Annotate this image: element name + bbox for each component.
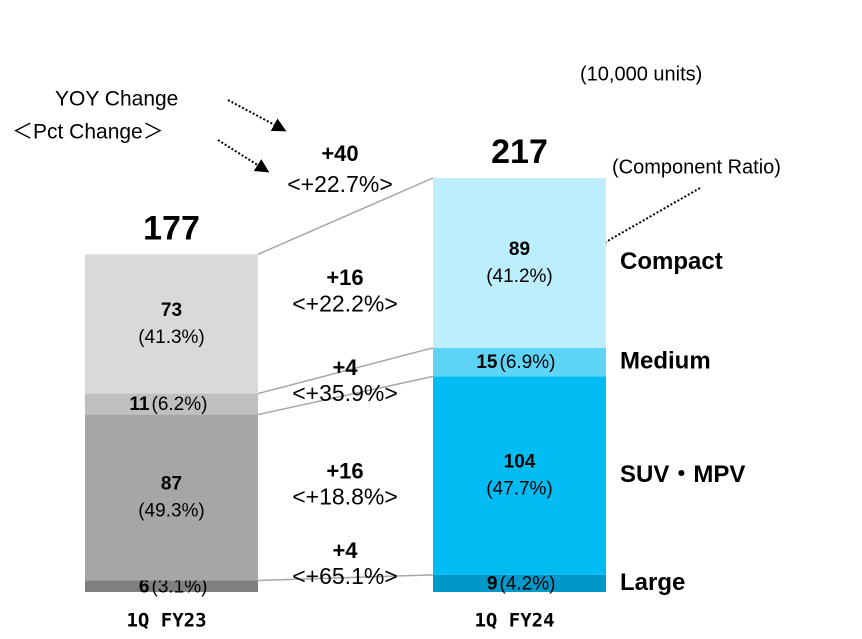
pct-change-label: <+22.2%> bbox=[292, 291, 398, 317]
bar-segment bbox=[85, 580, 258, 592]
unit-label: (10,000 units) bbox=[580, 63, 702, 85]
ratio-label: (47.7%) bbox=[486, 479, 553, 500]
value-label: 11 bbox=[129, 394, 150, 415]
change-label: +4 bbox=[332, 538, 358, 563]
ratio-label: (4.2%) bbox=[500, 573, 556, 594]
annotation: YOY Change bbox=[55, 88, 178, 111]
value-label: 15 bbox=[476, 352, 498, 373]
bar-segment bbox=[433, 178, 606, 348]
pct-change-label: <+35.9%> bbox=[292, 380, 398, 406]
value-label: 87 bbox=[161, 474, 182, 495]
series-name: Medium bbox=[620, 347, 711, 374]
change-label: +16 bbox=[326, 458, 363, 483]
total-change-label: +40 bbox=[321, 141, 358, 166]
annotation: (Component Ratio) bbox=[612, 156, 781, 178]
change-label: +16 bbox=[326, 265, 363, 290]
value-label: 6 bbox=[139, 576, 150, 597]
pct-change-label: <+18.8%> bbox=[292, 484, 398, 510]
total-pct-change-label: <+22.7%> bbox=[287, 171, 393, 197]
ratio-label: (6.2%) bbox=[152, 394, 208, 415]
series-name: Large bbox=[620, 569, 685, 596]
x-tick-label: 1Q FY23 bbox=[126, 610, 206, 632]
ratio-label: (6.9%) bbox=[500, 352, 556, 373]
annotation: ＜Pct Change＞ bbox=[12, 121, 164, 144]
value-label: 9 bbox=[487, 573, 498, 594]
bar-segment bbox=[433, 376, 606, 575]
value-label: 104 bbox=[504, 452, 536, 473]
bar-segment bbox=[85, 393, 258, 415]
series-name: SUV・MPV bbox=[620, 461, 745, 488]
connector bbox=[257, 177, 434, 256]
connector bbox=[257, 574, 434, 582]
value-label: 73 bbox=[161, 300, 182, 321]
value-label: 89 bbox=[509, 239, 530, 260]
arrow bbox=[227, 99, 287, 132]
bar-segment bbox=[433, 347, 606, 377]
ratio-label: (41.2%) bbox=[486, 266, 553, 287]
total-label: 217 bbox=[491, 133, 548, 171]
ratio-label: (41.3%) bbox=[138, 327, 205, 348]
bar-segment bbox=[85, 254, 258, 394]
series-name: Compact bbox=[620, 248, 723, 275]
ratio-label: (3.1%) bbox=[152, 576, 208, 597]
change-label: +4 bbox=[332, 355, 358, 380]
total-label: 177 bbox=[143, 209, 200, 247]
arrow bbox=[217, 139, 270, 173]
connector bbox=[257, 347, 434, 395]
bar-segment bbox=[433, 574, 606, 592]
ratio-label: (49.3%) bbox=[138, 501, 205, 522]
connector bbox=[257, 375, 434, 416]
x-tick-label: 1Q FY24 bbox=[474, 610, 554, 632]
pct-change-label: <+65.1%> bbox=[292, 563, 398, 589]
bar-segment bbox=[85, 414, 258, 581]
